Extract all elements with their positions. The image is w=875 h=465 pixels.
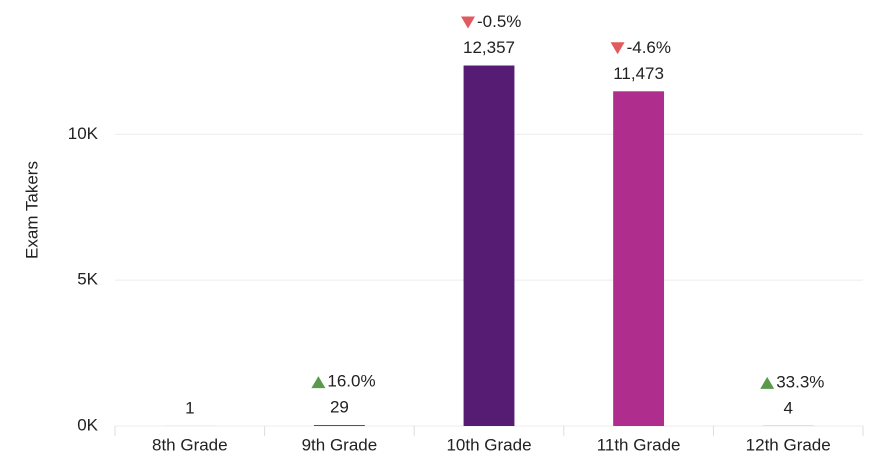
x-tick-label: 11th Grade	[597, 435, 681, 454]
x-tick-label: 12th Grade	[746, 435, 831, 454]
x-tick-label: 8th Grade	[152, 435, 228, 454]
x-tick-label: 10th Grade	[446, 435, 531, 454]
value-label: 29	[330, 398, 349, 417]
value-label: 11,473	[613, 64, 664, 83]
y-tick-label: 0K	[77, 415, 98, 434]
down-arrow	[611, 42, 625, 54]
bar	[613, 91, 664, 426]
change-label: -4.6%	[627, 38, 671, 57]
bar	[314, 425, 365, 426]
change-label: 33.3%	[776, 372, 824, 391]
down-arrow	[461, 17, 475, 29]
bar	[464, 66, 515, 426]
x-tick-label: 9th Grade	[302, 435, 378, 454]
y-tick-label: 10K	[68, 124, 99, 143]
value-label: 1	[185, 398, 194, 417]
change-label: -0.5%	[477, 12, 521, 31]
change-label: 16.0%	[327, 372, 375, 391]
up-arrow	[311, 376, 325, 388]
y-tick-label: 5K	[77, 270, 98, 289]
up-arrow	[760, 377, 774, 389]
value-label: 12,357	[463, 38, 515, 57]
value-label: 4	[783, 398, 792, 417]
y-axis-label: Exam Takers	[22, 161, 41, 259]
